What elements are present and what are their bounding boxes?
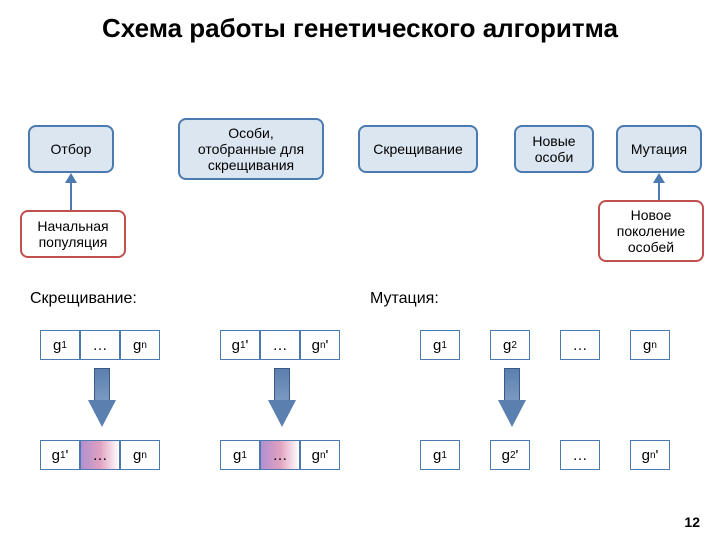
page-title: Схема работы генетического алгоритма <box>0 0 720 44</box>
page-number: 12 <box>684 514 700 530</box>
arrow-line-right <box>658 181 660 200</box>
down-arrow-icon <box>88 368 116 428</box>
gene-cell: gn <box>630 330 670 360</box>
crossover-section-label: Скрещивание: <box>30 290 137 308</box>
gene-cell: gn' <box>630 440 670 470</box>
gene-cell: g1 <box>420 330 460 360</box>
gene-cell: … <box>260 440 300 470</box>
arrow-head-left <box>65 173 77 183</box>
flow-node-crossover: Скрещивание <box>358 125 478 173</box>
gene-cell: … <box>80 440 120 470</box>
gene-cell: … <box>560 330 600 360</box>
gene-cell: gn' <box>300 330 340 360</box>
gene-cell: g1 <box>420 440 460 470</box>
gene-cell: … <box>80 330 120 360</box>
gene-cell: … <box>560 440 600 470</box>
gene-cell: … <box>260 330 300 360</box>
gene-cell: gn <box>120 330 160 360</box>
mutation-section-label: Мутация: <box>370 290 439 308</box>
gene-cell: g1 <box>40 330 80 360</box>
arrow-head-right <box>653 173 665 183</box>
flow-node-new_gen: Новое поколение особей <box>598 200 704 262</box>
gene-cell: gn <box>120 440 160 470</box>
down-arrow-icon <box>498 368 526 428</box>
arrow-line-left <box>70 181 72 210</box>
flow-node-new_ind: Новые особи <box>514 125 594 173</box>
gene-cell: g1' <box>40 440 80 470</box>
flow-node-selection: Отбор <box>28 125 114 173</box>
flow-node-mutation: Мутация <box>616 125 702 173</box>
flow-node-initial_pop: Начальная популяция <box>20 210 126 258</box>
gene-cell: g2 <box>490 330 530 360</box>
gene-cell: g1' <box>220 330 260 360</box>
gene-cell: g2' <box>490 440 530 470</box>
flow-node-selected: Особи, отобранные для скрещивания <box>178 118 324 180</box>
down-arrow-icon <box>268 368 296 428</box>
gene-cell: g1 <box>220 440 260 470</box>
gene-cell: gn' <box>300 440 340 470</box>
